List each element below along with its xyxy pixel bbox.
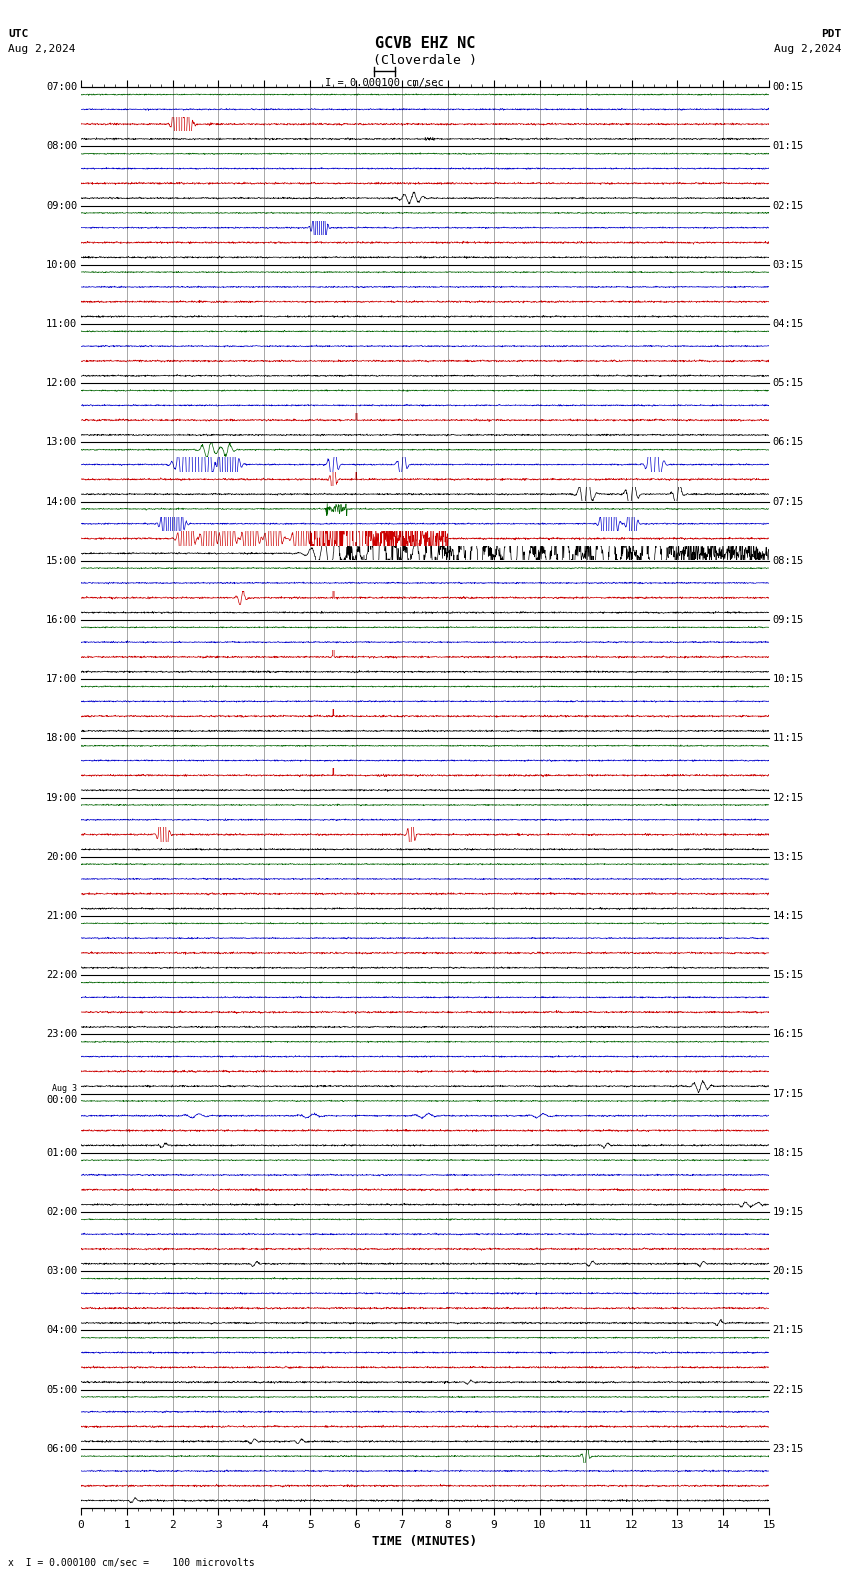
Text: 07:00: 07:00 (46, 82, 77, 92)
Text: PDT: PDT (821, 29, 842, 38)
Text: 15:15: 15:15 (773, 969, 804, 980)
Text: 20:15: 20:15 (773, 1266, 804, 1277)
Text: 00:00: 00:00 (46, 1095, 77, 1106)
Text: Aug 2,2024: Aug 2,2024 (774, 44, 842, 54)
Text: 03:00: 03:00 (46, 1266, 77, 1277)
Text: Aug 2,2024: Aug 2,2024 (8, 44, 76, 54)
Text: 17:00: 17:00 (46, 675, 77, 684)
Text: 10:00: 10:00 (46, 260, 77, 269)
Text: 19:15: 19:15 (773, 1207, 804, 1217)
Text: 11:15: 11:15 (773, 733, 804, 743)
Text: x  I = 0.000100 cm/sec =    100 microvolts: x I = 0.000100 cm/sec = 100 microvolts (8, 1559, 255, 1568)
Text: 09:00: 09:00 (46, 201, 77, 211)
Text: 05:00: 05:00 (46, 1384, 77, 1394)
Text: 05:15: 05:15 (773, 379, 804, 388)
Text: 22:15: 22:15 (773, 1384, 804, 1394)
Text: 11:00: 11:00 (46, 318, 77, 329)
Text: 15:00: 15:00 (46, 556, 77, 565)
Text: 21:15: 21:15 (773, 1326, 804, 1335)
Text: (Cloverdale ): (Cloverdale ) (373, 54, 477, 67)
Text: 00:15: 00:15 (773, 82, 804, 92)
Text: 06:00: 06:00 (46, 1443, 77, 1454)
Text: 20:00: 20:00 (46, 852, 77, 862)
Text: 18:00: 18:00 (46, 733, 77, 743)
Text: I = 0.000100 cm/sec: I = 0.000100 cm/sec (326, 78, 444, 87)
Text: 12:15: 12:15 (773, 792, 804, 803)
Text: 17:15: 17:15 (773, 1088, 804, 1099)
Text: UTC: UTC (8, 29, 29, 38)
Text: 14:00: 14:00 (46, 496, 77, 507)
Text: 22:00: 22:00 (46, 969, 77, 980)
Text: 16:00: 16:00 (46, 615, 77, 626)
Text: 02:15: 02:15 (773, 201, 804, 211)
Text: 18:15: 18:15 (773, 1148, 804, 1158)
Text: 23:15: 23:15 (773, 1443, 804, 1454)
Text: 16:15: 16:15 (773, 1030, 804, 1039)
Text: Aug 3: Aug 3 (53, 1085, 77, 1093)
Text: 04:00: 04:00 (46, 1326, 77, 1335)
Text: 21:00: 21:00 (46, 911, 77, 920)
Text: 08:15: 08:15 (773, 556, 804, 565)
Text: 19:00: 19:00 (46, 792, 77, 803)
Text: 01:00: 01:00 (46, 1148, 77, 1158)
Text: 07:15: 07:15 (773, 496, 804, 507)
X-axis label: TIME (MINUTES): TIME (MINUTES) (372, 1535, 478, 1548)
Text: 14:15: 14:15 (773, 911, 804, 920)
Text: 04:15: 04:15 (773, 318, 804, 329)
Text: 09:15: 09:15 (773, 615, 804, 626)
Text: 06:15: 06:15 (773, 437, 804, 447)
Text: 23:00: 23:00 (46, 1030, 77, 1039)
Text: 03:15: 03:15 (773, 260, 804, 269)
Text: 12:00: 12:00 (46, 379, 77, 388)
Text: GCVB EHZ NC: GCVB EHZ NC (375, 36, 475, 51)
Text: 10:15: 10:15 (773, 675, 804, 684)
Text: 01:15: 01:15 (773, 141, 804, 152)
Text: 13:15: 13:15 (773, 852, 804, 862)
Text: 02:00: 02:00 (46, 1207, 77, 1217)
Text: 13:00: 13:00 (46, 437, 77, 447)
Text: 08:00: 08:00 (46, 141, 77, 152)
